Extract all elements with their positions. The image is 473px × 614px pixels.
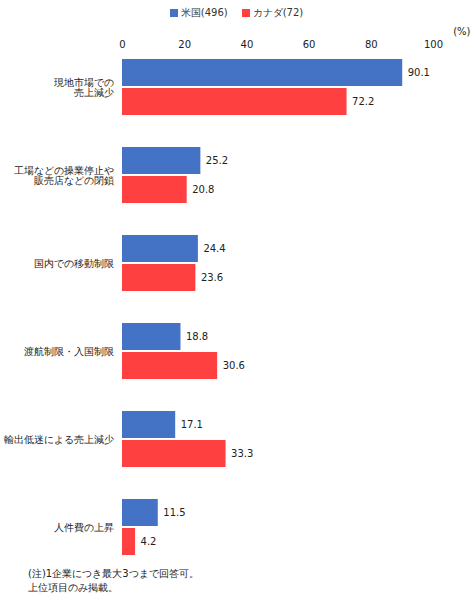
svg-text:11.5: 11.5	[163, 507, 185, 518]
svg-text:20.8: 20.8	[192, 184, 214, 195]
svg-text:4.2: 4.2	[141, 536, 157, 547]
svg-text:40: 40	[241, 39, 254, 50]
svg-text:渡航制限・入国制限: 渡航制限・入国制限	[24, 346, 114, 357]
svg-text:24.4: 24.4	[203, 243, 225, 254]
svg-text:20: 20	[178, 39, 191, 50]
svg-text:工場などの操業停止や販売店などの閉鎖: 工場などの操業停止や販売店などの閉鎖	[14, 165, 114, 186]
svg-text:90.1: 90.1	[408, 67, 430, 78]
svg-text:国内での移動制限: 国内での移動制限	[34, 258, 114, 269]
svg-text:0: 0	[119, 39, 125, 50]
svg-text:17.1: 17.1	[181, 419, 203, 430]
svg-text:人件費の上昇: 人件費の上昇	[54, 522, 114, 533]
svg-text:25.2: 25.2	[206, 155, 228, 166]
svg-text:60: 60	[303, 39, 316, 50]
svg-text:30.6: 30.6	[223, 360, 245, 371]
html-text:カナダ(72): カナダ(72)	[252, 7, 304, 18]
svg-text:18.8: 18.8	[186, 331, 208, 342]
svg-text:33.3: 33.3	[231, 448, 253, 459]
svg-text:23.6: 23.6	[201, 272, 223, 283]
svg-text:輸出低迷による売上減少: 輸出低迷による売上減少	[4, 434, 114, 445]
svg-text:(%): (%)	[453, 26, 470, 37]
html-text:米国(496): 米国(496)	[180, 7, 228, 18]
svg-text:100: 100	[424, 39, 443, 50]
html-text:(注)1企業につき最大3つまで回答可。 上位項目のみ掲載。: (注)1企業につき最大3つまで回答可。 上位項目のみ掲載。	[28, 568, 199, 593]
svg-text:80: 80	[365, 39, 378, 50]
svg-text:72.2: 72.2	[352, 96, 374, 107]
svg-text:現地市場での売上減少: 現地市場での売上減少	[54, 77, 114, 98]
